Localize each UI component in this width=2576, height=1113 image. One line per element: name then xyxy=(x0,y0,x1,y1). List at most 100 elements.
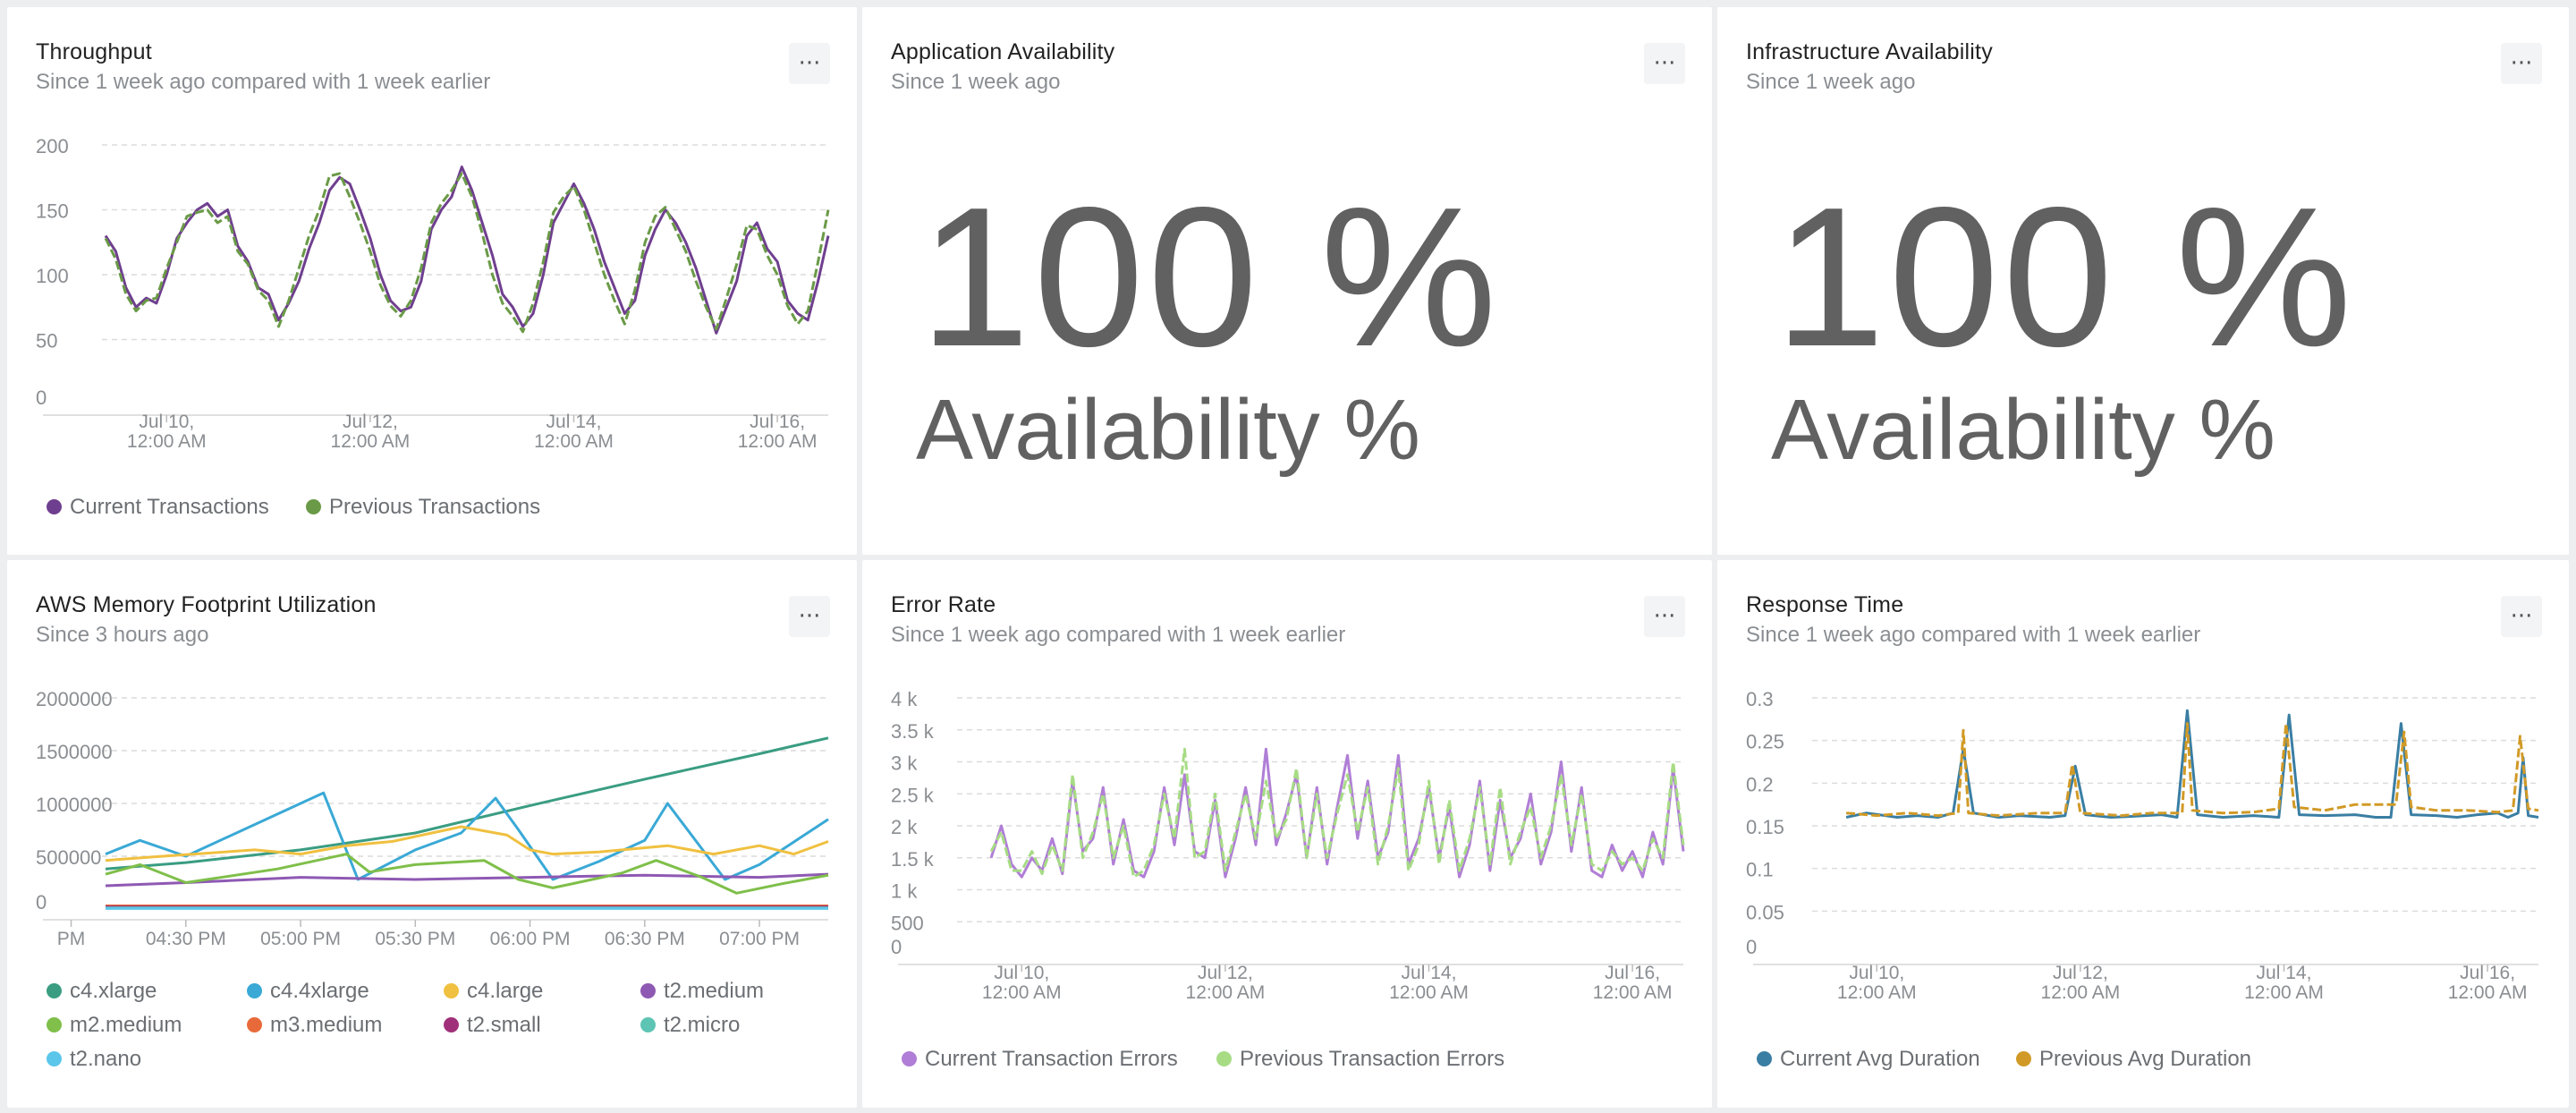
x-tick-label: 12:00 AM xyxy=(1593,982,1673,1003)
legend-color-swatch xyxy=(306,499,321,514)
x-tick-label: 06:30 PM xyxy=(605,929,685,949)
legend-item[interactable]: Current Avg Duration xyxy=(1757,1047,1980,1072)
widget-title: Application Availability xyxy=(891,39,1115,64)
widget-menu-button[interactable]: ··· xyxy=(1644,43,1685,84)
widget-title: Error Rate xyxy=(891,592,996,617)
x-tick-label: Jul 14, xyxy=(547,412,602,432)
legend-color-swatch xyxy=(902,1051,917,1066)
y-tick-label: 100 xyxy=(36,265,69,287)
widget-menu-button[interactable]: ··· xyxy=(2501,43,2542,84)
series-line-m2-medium xyxy=(105,853,829,895)
legend-label: Current Transactions xyxy=(70,495,269,519)
legend-color-swatch xyxy=(247,983,262,998)
x-tick-label: 12:00 AM xyxy=(2244,982,2324,1003)
y-tick-label: 2.5 k xyxy=(891,784,935,806)
legend-item[interactable]: c4.large xyxy=(444,979,543,1004)
y-tick-label: 50 xyxy=(36,330,57,353)
x-tick-label: 12:00 AM xyxy=(1186,982,1266,1003)
series-line-current-avg-duration xyxy=(1845,709,2539,819)
y-tick-label: 0.05 xyxy=(1746,901,1784,923)
x-tick-label: 06:00 PM xyxy=(490,929,571,949)
series-line-c4-xlarge xyxy=(105,736,829,871)
widget-subtitle: Since 1 week ago compared with 1 week ea… xyxy=(891,623,1346,647)
x-tick-label: Jul 10, xyxy=(1849,963,1904,983)
legend-item[interactable]: Current Transactions xyxy=(47,495,269,520)
widget-subtitle: Since 1 week ago xyxy=(891,70,1061,94)
legend-item[interactable]: t2.small xyxy=(444,1013,541,1038)
legend-label: Previous Avg Duration xyxy=(2039,1047,2252,1071)
series-line-c4-large xyxy=(105,825,829,862)
legend-item[interactable]: c4.xlarge xyxy=(47,979,157,1004)
y-tick-label: 3.5 k xyxy=(891,720,935,743)
widget-title: Infrastructure Availability xyxy=(1746,39,1993,64)
legend-item[interactable]: Previous Transactions xyxy=(306,495,540,520)
legend-color-swatch xyxy=(1216,1051,1232,1066)
widget-menu-button[interactable]: ··· xyxy=(789,43,830,84)
x-tick-label: 12:00 AM xyxy=(2041,982,2121,1003)
legend-item[interactable]: t2.medium xyxy=(640,979,764,1004)
y-tick-label: 0.2 xyxy=(1746,773,1774,795)
legend-item[interactable]: t2.micro xyxy=(640,1013,740,1038)
legend-label: m3.medium xyxy=(270,1013,383,1037)
widget-title: AWS Memory Footprint Utilization xyxy=(36,592,377,617)
legend-label: Current Avg Duration xyxy=(1780,1047,1980,1071)
y-tick-label: 0 xyxy=(891,936,902,958)
legend-item[interactable]: c4.4xlarge xyxy=(247,979,369,1004)
legend-color-swatch xyxy=(640,983,656,998)
availability-value: 100 % xyxy=(919,166,1501,388)
x-tick-label: 12:00 AM xyxy=(534,431,614,452)
legend-color-swatch xyxy=(640,1017,656,1032)
x-tick-label: Jul 12, xyxy=(1198,963,1253,983)
y-tick-label: 500000 xyxy=(36,846,101,869)
legend-color-swatch xyxy=(1757,1051,1772,1066)
series-line-previous-avg-duration xyxy=(1845,722,2539,818)
legend-item[interactable]: t2.nano xyxy=(47,1047,141,1072)
series-line-previous-transactions xyxy=(104,172,830,334)
legend-color-swatch xyxy=(47,499,62,514)
widget-subtitle: Since 1 week ago compared with 1 week ea… xyxy=(1746,623,2201,647)
legend-label: t2.medium xyxy=(664,979,765,1003)
y-tick-label: 0.15 xyxy=(1746,816,1784,838)
y-tick-label: 0.3 xyxy=(1746,688,1774,710)
legend-label: c4.large xyxy=(467,979,544,1003)
x-tick-label: 04:30 PM xyxy=(146,929,226,949)
widget-subtitle: Since 3 hours ago xyxy=(36,623,209,647)
legend-item[interactable]: m3.medium xyxy=(247,1013,382,1038)
error-rate-widget: Error Rate Since 1 week ago compared wit… xyxy=(862,560,1712,1108)
x-tick-label: Jul 12, xyxy=(2053,963,2108,983)
widget-title: Throughput xyxy=(36,39,152,64)
legend-item[interactable]: Previous Transaction Errors xyxy=(1216,1047,1504,1072)
x-tick-label: 12:00 AM xyxy=(2448,982,2528,1003)
aws-memory-chart[interactable]: 0 500000 1000000 1500000 2000000 PM 04:30 PM 05… xyxy=(7,560,857,1108)
series-line-current-transactions xyxy=(104,166,830,335)
legend-item[interactable]: Current Transaction Errors xyxy=(902,1047,1178,1072)
legend-color-swatch xyxy=(47,1051,62,1066)
legend-label: c4.4xlarge xyxy=(270,979,369,1003)
widget-menu-button[interactable]: ··· xyxy=(1644,596,1685,637)
legend-color-swatch xyxy=(2016,1051,2031,1066)
legend-color-swatch xyxy=(444,1017,459,1032)
legend-label: t2.nano xyxy=(70,1047,142,1071)
infrastructure-availability-widget: Infrastructure Availability Since 1 week… xyxy=(1717,7,2569,555)
legend-color-swatch xyxy=(247,1017,262,1032)
legend-item[interactable]: m2.medium xyxy=(47,1013,182,1038)
legend-color-swatch xyxy=(47,1017,62,1032)
y-tick-label: 500 xyxy=(891,912,924,934)
y-tick-label: 0 xyxy=(1746,936,1757,958)
x-tick-label: Jul 10, xyxy=(994,963,1049,983)
x-tick-label: Jul 10, xyxy=(139,412,194,432)
legend-label: Current Transaction Errors xyxy=(925,1047,1178,1071)
widget-menu-button[interactable]: ··· xyxy=(789,596,830,637)
series-line-t2-medium xyxy=(105,872,829,888)
x-tick-label: 07:00 PM xyxy=(719,929,800,949)
x-tick-label: 12:00 AM xyxy=(1389,982,1469,1003)
legend-item[interactable]: Previous Avg Duration xyxy=(2016,1047,2251,1072)
availability-value: 100 % xyxy=(1775,166,2356,388)
widget-menu-button[interactable]: ··· xyxy=(2501,596,2542,637)
response-time-widget: Response Time Since 1 week ago compared … xyxy=(1717,560,2569,1108)
y-tick-label: 150 xyxy=(36,200,69,223)
